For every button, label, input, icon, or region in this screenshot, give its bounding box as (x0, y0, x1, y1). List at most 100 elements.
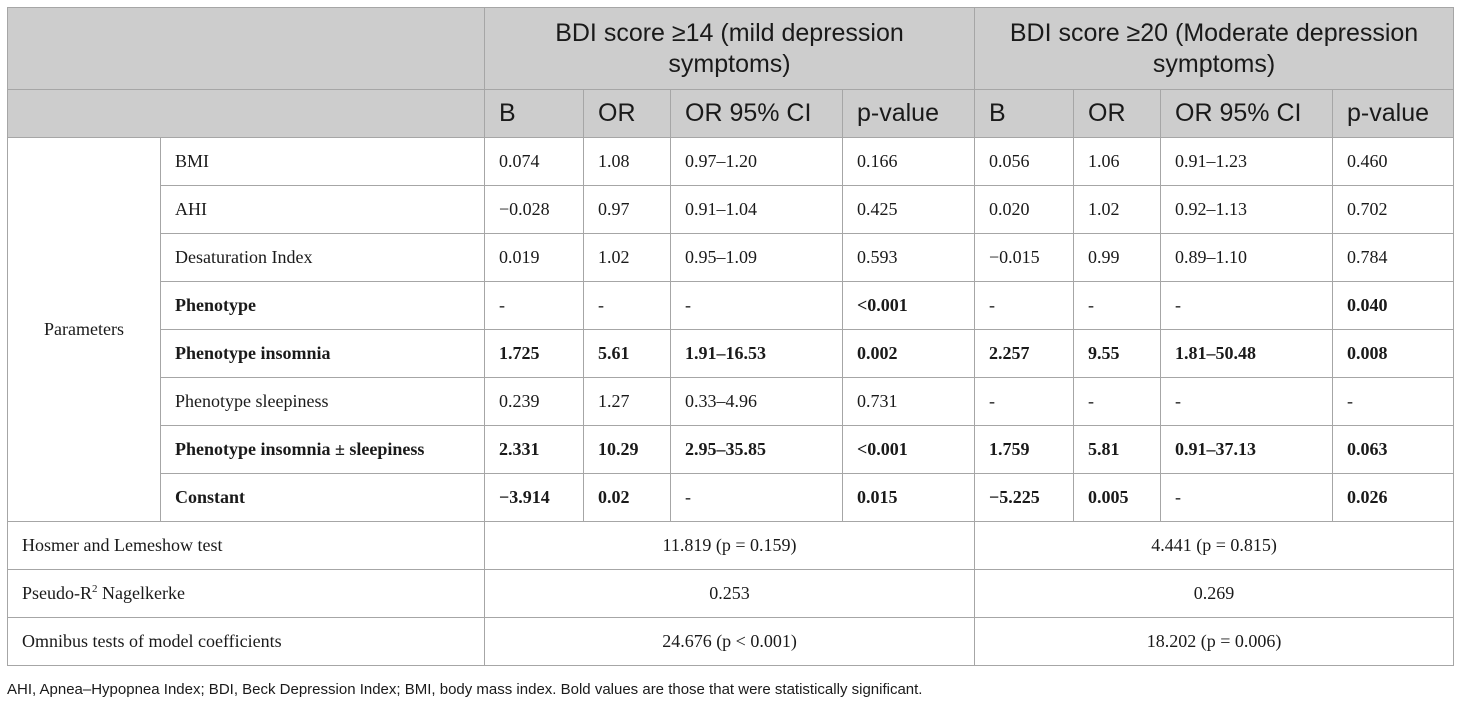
row-label: Phenotype sleepiness (160, 377, 485, 426)
cell: 9.55 (1073, 329, 1162, 378)
cell: 2.331 (484, 425, 584, 474)
cell: <0.001 (841, 425, 976, 474)
test-label-sup: 2 (92, 583, 98, 595)
cell: 0.056 (974, 137, 1075, 186)
cell: 2.95–35.85 (670, 425, 843, 474)
cell: - (670, 281, 843, 330)
cell: <0.001 (841, 281, 976, 330)
cell: 0.002 (841, 329, 976, 378)
row-label: Phenotype insomnia (160, 329, 485, 378)
cell: 0.97–1.20 (670, 137, 843, 186)
cell: - (974, 281, 1075, 330)
cell: 0.702 (1332, 185, 1455, 234)
cell: 2.257 (974, 329, 1075, 378)
header-group-mild: BDI score ≥14 (mild depression symptoms) (483, 7, 976, 90)
cell: 0.731 (841, 377, 976, 426)
header-b: B (484, 89, 584, 138)
header-row-subcolumns: B OR OR 95% CI p-value B OR OR 95% CI p-… (7, 89, 1455, 138)
cell: 0.92–1.13 (1160, 185, 1334, 234)
table-row: Phenotype insomnia ± sleepiness 2.331 10… (8, 425, 1455, 474)
cell: 0.019 (484, 233, 584, 282)
row-label: BMI (160, 137, 485, 186)
cell: 5.81 (1073, 425, 1162, 474)
cell: 0.593 (841, 233, 976, 282)
cell: 0.97 (583, 185, 671, 234)
test-value-moderate: 0.269 (974, 569, 1455, 618)
cell: 1.02 (1073, 185, 1162, 234)
test-label: Pseudo-R2 Nagelkerke (7, 569, 485, 618)
cell: - (583, 281, 671, 330)
table-row: Constant −3.914 0.02 - 0.015 −5.225 0.00… (8, 473, 1455, 522)
test-label-post: Nagelkerke (97, 583, 185, 603)
cell: 0.02 (583, 473, 671, 522)
row-label: AHI (160, 185, 485, 234)
test-row: Pseudo-R2 Nagelkerke 0.253 0.269 (7, 569, 1455, 618)
cell: 0.005 (1073, 473, 1162, 522)
row-label: Desaturation Index (160, 233, 485, 282)
cell: 0.239 (484, 377, 584, 426)
test-row: Hosmer and Lemeshow test 11.819 (p = 0.1… (7, 521, 1455, 570)
cell: 0.91–1.23 (1160, 137, 1334, 186)
header-or-ci: OR 95% CI (670, 89, 843, 138)
table-row: Parameters BMI 0.074 1.08 0.97–1.20 0.16… (7, 137, 1455, 522)
header-group-moderate: BDI score ≥20 (Moderate depression sympt… (974, 7, 1455, 90)
cell: - (1332, 377, 1455, 426)
test-value-mild: 11.819 (p = 0.159) (483, 521, 976, 570)
test-label-pre: Pseudo-R (22, 583, 93, 603)
cell: 0.063 (1332, 425, 1455, 474)
cell: 0.040 (1332, 281, 1455, 330)
header-p-value: p-value (841, 89, 976, 138)
table-row: Phenotype sleepiness 0.239 1.27 0.33–4.9… (8, 377, 1455, 426)
cell: 1.81–50.48 (1160, 329, 1334, 378)
header-or: OR (583, 89, 671, 138)
results-table: BDI score ≥14 (mild depression symptoms)… (7, 7, 1455, 666)
cell: 1.91–16.53 (670, 329, 843, 378)
cell: - (1160, 377, 1334, 426)
cell: 10.29 (583, 425, 671, 474)
cell: - (1073, 281, 1162, 330)
cell: −5.225 (974, 473, 1075, 522)
cell: - (484, 281, 584, 330)
cell: 0.91–37.13 (1160, 425, 1334, 474)
cell: - (1073, 377, 1162, 426)
cell: −0.028 (484, 185, 584, 234)
cell: 0.91–1.04 (670, 185, 843, 234)
cell: 0.33–4.96 (670, 377, 843, 426)
header-row-groups: BDI score ≥14 (mild depression symptoms)… (7, 7, 1455, 90)
cell: 1.08 (583, 137, 671, 186)
cell: 0.074 (484, 137, 584, 186)
table-row: AHI −0.028 0.97 0.91–1.04 0.425 0.020 1.… (8, 185, 1455, 234)
cell: 5.61 (583, 329, 671, 378)
cell: 0.99 (1073, 233, 1162, 282)
test-label: Omnibus tests of model coefficients (7, 617, 485, 666)
cell: 0.166 (841, 137, 976, 186)
table-row: Desaturation Index 0.019 1.02 0.95–1.09 … (8, 233, 1455, 282)
test-value-moderate: 18.202 (p = 0.006) (974, 617, 1455, 666)
test-label: Hosmer and Lemeshow test (7, 521, 485, 570)
header-corner (7, 7, 485, 90)
cell: 0.026 (1332, 473, 1455, 522)
cell: 0.015 (841, 473, 976, 522)
cell: 1.06 (1073, 137, 1162, 186)
cell: 1.27 (583, 377, 671, 426)
header-or: OR (1073, 89, 1162, 138)
cell: −0.015 (974, 233, 1075, 282)
header-or-ci: OR 95% CI (1160, 89, 1334, 138)
cell: - (670, 473, 843, 522)
cell: 1.725 (484, 329, 584, 378)
row-label: Phenotype (160, 281, 485, 330)
row-label: Phenotype insomnia ± sleepiness (160, 425, 485, 474)
test-row: Omnibus tests of model coefficients 24.6… (7, 617, 1455, 666)
header-b: B (974, 89, 1075, 138)
cell: 1.02 (583, 233, 671, 282)
cell: 0.020 (974, 185, 1075, 234)
cell: 0.008 (1332, 329, 1455, 378)
cell: 1.759 (974, 425, 1075, 474)
cell: 0.460 (1332, 137, 1455, 186)
cell: - (1160, 281, 1334, 330)
row-label: Constant (160, 473, 485, 522)
cell: 0.89–1.10 (1160, 233, 1334, 282)
test-value-moderate: 4.441 (p = 0.815) (974, 521, 1455, 570)
header-corner-sub (7, 89, 485, 138)
cell: 0.95–1.09 (670, 233, 843, 282)
